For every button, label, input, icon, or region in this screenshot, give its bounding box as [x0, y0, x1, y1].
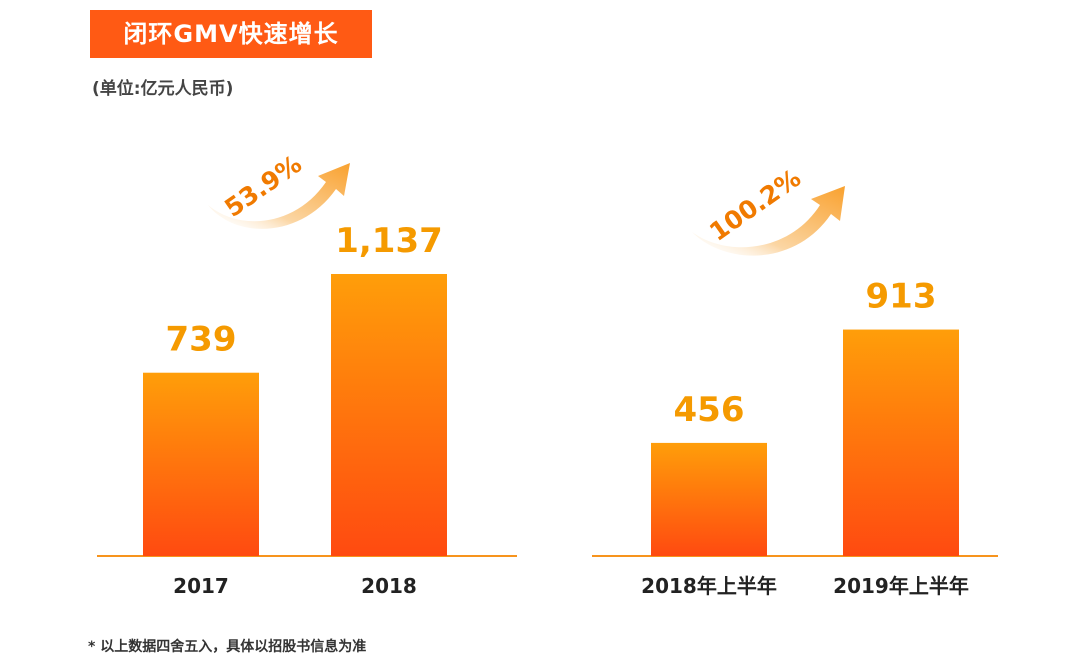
- category-label: 2018年上半年: [641, 574, 777, 598]
- value-label: 739: [166, 320, 237, 360]
- bar-group-right: 456 2018年上半年 913 2019年上半年: [641, 277, 969, 598]
- unit-label: (单位:亿元人民币): [92, 79, 234, 99]
- growth-arrow-right: 100.2%: [692, 163, 845, 256]
- bar-2018年上半年: [651, 442, 767, 556]
- bar-group-left: 739 2017 1,137 2018: [143, 221, 447, 598]
- bar-2019年上半年: [843, 329, 959, 556]
- growth-arrow-icon: [692, 186, 845, 256]
- chart-left: 739 2017 1,137 2018 53.9%: [97, 149, 517, 598]
- chart-title: 闭环GMV快速增长: [90, 10, 372, 58]
- value-label: 1,137: [335, 221, 443, 261]
- chart-right: 456 2018年上半年 913 2019年上半年 100.2%: [592, 163, 998, 598]
- category-label: 2019年上半年: [833, 574, 969, 598]
- growth-arrow-icon: [208, 163, 350, 229]
- category-label: 2017: [173, 574, 229, 598]
- value-label: 456: [674, 390, 745, 430]
- bar-2018: [331, 274, 447, 556]
- bar-2017: [143, 372, 259, 556]
- growth-arrow-left: 53.9%: [208, 149, 350, 229]
- footnote: * 以上数据四舍五入，具体以招股书信息为准: [88, 639, 367, 655]
- value-label: 913: [866, 277, 937, 317]
- category-label: 2018: [361, 574, 417, 598]
